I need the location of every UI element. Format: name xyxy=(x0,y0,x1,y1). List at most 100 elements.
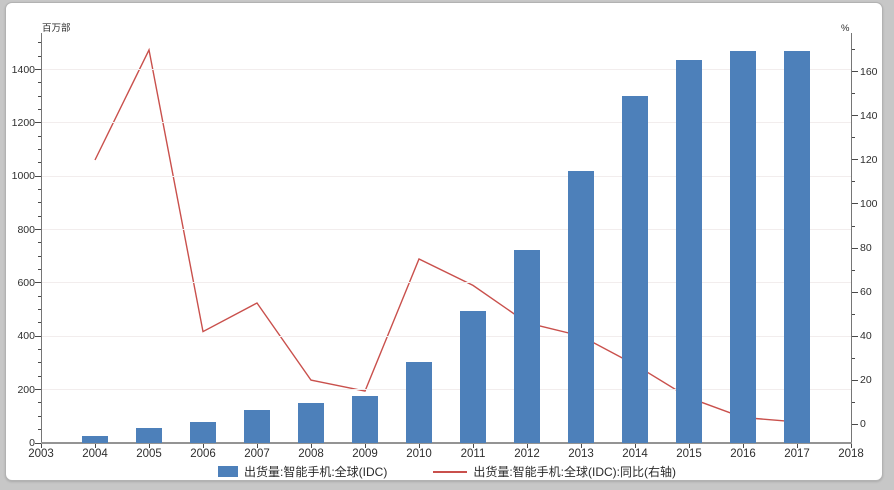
h-gridline xyxy=(42,122,851,124)
x-axis-tick-label: 2013 xyxy=(568,448,594,460)
right-axis-tick xyxy=(852,423,858,425)
left-axis-tick-label: 200 xyxy=(17,383,35,396)
x-axis-tick xyxy=(94,444,96,448)
left-axis-tick xyxy=(38,255,41,257)
bar xyxy=(82,436,108,443)
left-axis-tick xyxy=(35,442,41,444)
bar-series-swatch xyxy=(218,466,238,477)
x-axis-tick xyxy=(634,444,636,448)
left-axis-tick-label: 0 xyxy=(29,437,35,449)
left-axis-tick xyxy=(38,202,41,204)
left-axis-tick xyxy=(38,402,41,404)
left-axis-tick-label: 1400 xyxy=(11,63,35,76)
line-series-swatch xyxy=(433,470,468,473)
left-axis-tick xyxy=(35,282,41,284)
left-axis-tick xyxy=(35,335,41,337)
x-axis-tick-label: 2017 xyxy=(784,448,810,460)
left-axis-tick xyxy=(38,42,41,44)
x-axis-tick xyxy=(796,444,798,448)
right-axis-tick-label: 80 xyxy=(860,242,872,254)
line-series-label: 出货量:智能手机:全球(IDC):同比(右轴) xyxy=(473,465,676,479)
x-axis-tick-label: 2005 xyxy=(136,448,162,460)
right-axis-tick-label: 100 xyxy=(860,197,878,210)
x-axis-tick xyxy=(256,444,258,448)
x-axis-tick xyxy=(580,444,582,448)
bar xyxy=(568,170,594,443)
x-axis-tick-label: 2012 xyxy=(514,448,540,460)
left-axis-tick-label: 1000 xyxy=(11,170,35,183)
bar xyxy=(190,421,216,443)
left-axis-line xyxy=(41,33,42,443)
bar xyxy=(406,361,432,443)
bar xyxy=(460,310,486,443)
left-axis-tick xyxy=(35,69,41,71)
right-axis-tick xyxy=(852,357,855,359)
x-axis-tick-label: 2016 xyxy=(730,448,756,460)
right-axis-tick xyxy=(852,291,858,293)
x-axis-tick xyxy=(850,444,852,448)
bar xyxy=(352,396,378,443)
right-axis-unit-label: % xyxy=(841,23,850,34)
bar xyxy=(784,50,810,443)
right-axis-tick-label: 60 xyxy=(860,286,872,299)
x-axis-tick xyxy=(364,444,366,448)
x-axis-tick xyxy=(418,444,420,448)
right-axis-tick xyxy=(852,71,858,73)
bar xyxy=(244,409,270,443)
right-axis-line xyxy=(851,33,852,443)
h-gridline xyxy=(42,229,851,231)
right-axis-tick-label: 120 xyxy=(860,153,878,166)
x-axis-tick-label: 2007 xyxy=(244,448,270,460)
legend: 出货量:智能手机:全球(IDC) 出货量:智能手机:全球(IDC):同比(右轴) xyxy=(0,463,894,480)
right-axis-tick xyxy=(852,335,858,337)
left-axis-tick xyxy=(38,95,41,97)
right-axis-tick-label: 140 xyxy=(860,109,878,122)
right-axis-tick xyxy=(852,93,855,95)
right-axis-tick xyxy=(852,225,855,227)
x-axis-tick-label: 2010 xyxy=(406,448,432,460)
left-axis-tick-label: 1200 xyxy=(11,116,35,129)
left-axis-unit-label: 百万部 xyxy=(42,23,71,34)
legend-item-growth[interactable]: 出货量:智能手机:全球(IDC):同比(右轴) xyxy=(433,463,676,480)
x-axis-tick-label: 2011 xyxy=(460,448,486,460)
right-axis-tick-label: 40 xyxy=(860,330,872,343)
bar xyxy=(514,249,540,443)
left-axis-tick xyxy=(38,189,41,191)
left-axis-tick xyxy=(38,349,41,351)
x-axis-tick-label: 2006 xyxy=(190,448,216,460)
x-axis-tick-label: 2009 xyxy=(352,448,378,460)
h-gridline xyxy=(42,175,851,177)
left-axis-tick xyxy=(38,269,41,271)
left-axis-tick xyxy=(38,135,41,137)
x-axis-tick xyxy=(40,444,42,448)
right-axis-tick xyxy=(852,181,855,183)
bar xyxy=(298,402,324,443)
bar xyxy=(676,60,702,443)
x-axis-tick-label: 2015 xyxy=(676,448,702,460)
x-axis-tick-label: 2003 xyxy=(28,448,54,460)
legend-item-shipments[interactable]: 出货量:智能手机:全球(IDC) xyxy=(218,463,387,480)
x-axis-tick xyxy=(310,444,312,448)
left-axis-tick xyxy=(38,242,41,244)
left-axis-tick xyxy=(38,375,41,377)
left-axis-tick xyxy=(35,229,41,231)
left-axis-tick xyxy=(38,295,41,297)
left-axis-tick xyxy=(35,175,41,177)
left-axis-tick xyxy=(38,215,41,217)
left-axis-tick-label: 600 xyxy=(17,276,35,289)
x-axis-tick xyxy=(202,444,204,448)
bar xyxy=(136,428,162,443)
left-axis-tick xyxy=(38,415,41,417)
left-axis-tick xyxy=(38,309,41,311)
right-axis-tick xyxy=(852,401,855,403)
right-axis-tick xyxy=(852,115,858,117)
left-axis-tick xyxy=(38,82,41,84)
x-axis-tick-label: 2018 xyxy=(838,448,864,460)
x-axis-tick xyxy=(148,444,150,448)
right-axis-tick-label: 160 xyxy=(860,65,878,78)
right-axis-tick xyxy=(852,269,855,271)
bar xyxy=(730,50,756,443)
bar-series-label: 出货量:智能手机:全球(IDC) xyxy=(244,465,388,479)
